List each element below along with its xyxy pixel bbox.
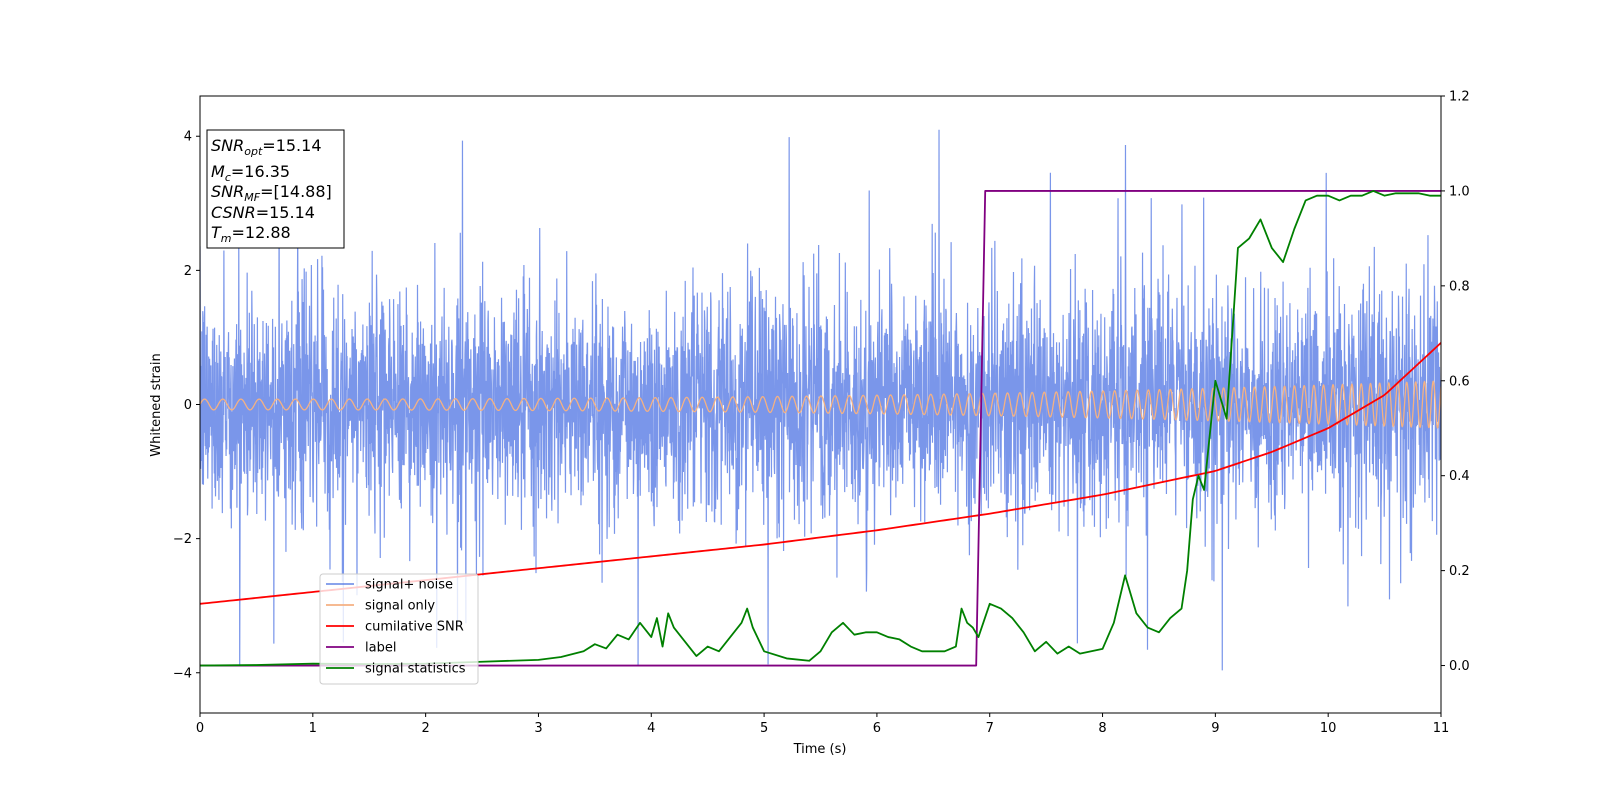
x-tick-label: 5: [760, 721, 768, 736]
info-mc-subscript: c: [225, 171, 231, 184]
info-snr-opt-symbol: SNR: [211, 136, 244, 155]
info-snr-mf-value: =[14.88]: [260, 182, 332, 201]
x-tick-label: 9: [1211, 721, 1219, 736]
legend-label: label: [365, 641, 396, 656]
y-axis-left-ticks: −4 −2 0 2 4: [173, 130, 200, 681]
y-right-tick-label: 0.8: [1449, 279, 1470, 294]
x-tick-label: 3: [534, 721, 542, 736]
signal-only-series: [200, 380, 1441, 429]
legend-label: signal+ noise: [365, 578, 453, 593]
info-tm: Tm=12.88: [211, 223, 291, 245]
info-mc-symbol: M: [211, 162, 225, 181]
x-tick-label: 4: [647, 721, 655, 736]
y-right-tick-label: 0.4: [1449, 469, 1470, 484]
info-box-frame: [206, 129, 345, 249]
signal-statistics-line: [200, 190, 1441, 667]
x-axis-ticks: 0 1 2 3 4 5 6 7 8 9 10 11: [196, 713, 1449, 736]
x-tick-label: 11: [1433, 721, 1450, 736]
x-tick-label: 8: [1098, 721, 1106, 736]
legend-label: cumilative SNR: [365, 620, 464, 635]
info-snr-opt-subscript: opt: [244, 145, 263, 158]
y-right-tick-label: 1.2: [1449, 90, 1470, 105]
x-tick-label: 6: [873, 721, 881, 736]
signal-noise-line: [200, 129, 1441, 671]
info-mc: Mc=16.35: [211, 162, 290, 184]
x-tick-label: 0: [196, 721, 204, 736]
info-snr-mf-symbol: SNR: [211, 182, 244, 201]
x-axis-label: Time (s): [793, 742, 847, 757]
y-left-tick-label: −2: [173, 532, 192, 547]
info-tm-symbol: T: [211, 223, 222, 242]
signal-noise-series: [200, 129, 1441, 671]
info-box: SNRopt=15.14 Mc=16.35 SNRMF=[14.88] CSNR…: [206, 129, 345, 249]
y-axis-label: Whitened strain: [149, 353, 164, 456]
info-csnr-symbol: CSNR: [211, 203, 256, 222]
legend: signal+ noise signal only cumilative SNR la…: [319, 573, 479, 685]
y-axis-right-ticks: 0.0 0.2 0.4 0.6 0.8 1.0 1.2: [1441, 90, 1470, 674]
info-snr-mf-subscript: MF: [244, 191, 260, 204]
label-series: [200, 190, 1441, 667]
legend-frame: [319, 573, 479, 685]
info-snr-mf: SNRMF=[14.88]: [211, 182, 332, 204]
y-right-tick-label: 0.0: [1449, 659, 1470, 674]
info-csnr: CSNR=15.14: [211, 203, 315, 222]
signal-statistics-series: [200, 190, 1441, 667]
info-mc-value: =16.35: [231, 162, 290, 181]
info-csnr-value: =15.14: [256, 203, 315, 222]
info-tm-value: =12.88: [232, 223, 291, 242]
y-left-tick-label: 2: [184, 264, 192, 279]
y-left-tick-label: −4: [173, 666, 192, 681]
y-right-tick-label: 0.2: [1449, 564, 1470, 579]
legend-label: signal only: [365, 599, 435, 614]
info-snr-opt-value: =15.14: [262, 136, 321, 155]
legend-label: signal statistics: [365, 662, 466, 677]
x-tick-label: 10: [1320, 721, 1337, 736]
x-tick-label: 1: [309, 721, 317, 736]
y-right-tick-label: 0.6: [1449, 374, 1470, 389]
signal-only-line: [200, 380, 1441, 429]
y-right-tick-label: 1.0: [1449, 184, 1470, 199]
label-line: [200, 190, 1441, 667]
info-snr-opt: SNRopt=15.14: [211, 136, 322, 158]
y-left-tick-label: 0: [184, 398, 192, 413]
y-left-tick-label: 4: [184, 130, 192, 145]
x-tick-label: 2: [421, 721, 429, 736]
x-tick-label: 7: [986, 721, 994, 736]
info-tm-subscript: m: [221, 232, 232, 245]
